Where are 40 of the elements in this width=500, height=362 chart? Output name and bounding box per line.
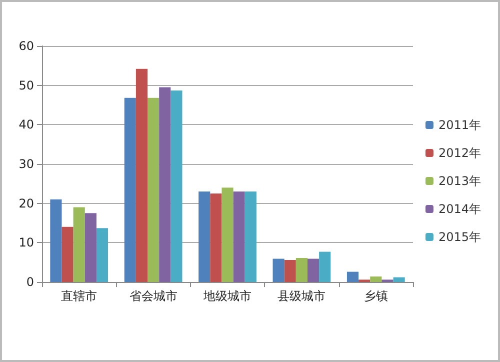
bar (296, 258, 308, 282)
bar (346, 272, 359, 282)
y-tick-label: 0 (26, 275, 34, 289)
x-tick-label: 省会城市 (129, 289, 178, 303)
bar (124, 98, 136, 282)
y-tick-label: 30 (18, 157, 34, 171)
bar (148, 98, 160, 282)
x-tick-label: 地级城市 (202, 289, 252, 303)
y-tick-label: 20 (18, 196, 34, 210)
bar (62, 226, 74, 282)
bar (198, 192, 210, 282)
bar (170, 90, 182, 282)
bar (319, 252, 331, 282)
y-tick-label: 40 (18, 118, 34, 132)
y-tick-label: 50 (18, 78, 34, 92)
bar (222, 188, 234, 282)
legend-label: 2013年 (438, 174, 482, 188)
bar (159, 87, 171, 282)
bar (50, 199, 62, 282)
legend-label: 2012年 (438, 146, 482, 160)
bar (244, 192, 256, 282)
bar (393, 277, 405, 282)
x-tick-label: 直辖市 (61, 289, 98, 303)
bar (210, 194, 222, 282)
x-tick-label: 乡镇 (364, 289, 388, 303)
y-tick-label: 10 (18, 236, 34, 250)
bar (136, 68, 148, 282)
bar (284, 260, 296, 282)
legend-label: 2014年 (438, 202, 482, 216)
bar (84, 213, 96, 282)
legend-label: 2011年 (438, 118, 482, 132)
bar (73, 207, 85, 282)
x-tick-label: 县级城市 (278, 289, 326, 303)
y-tick-label: 60 (18, 39, 34, 53)
bar (96, 228, 108, 282)
bar (307, 258, 320, 282)
legend-label: 2015年 (438, 230, 482, 244)
bar (370, 276, 382, 282)
bar (233, 192, 245, 282)
bar (272, 258, 284, 282)
